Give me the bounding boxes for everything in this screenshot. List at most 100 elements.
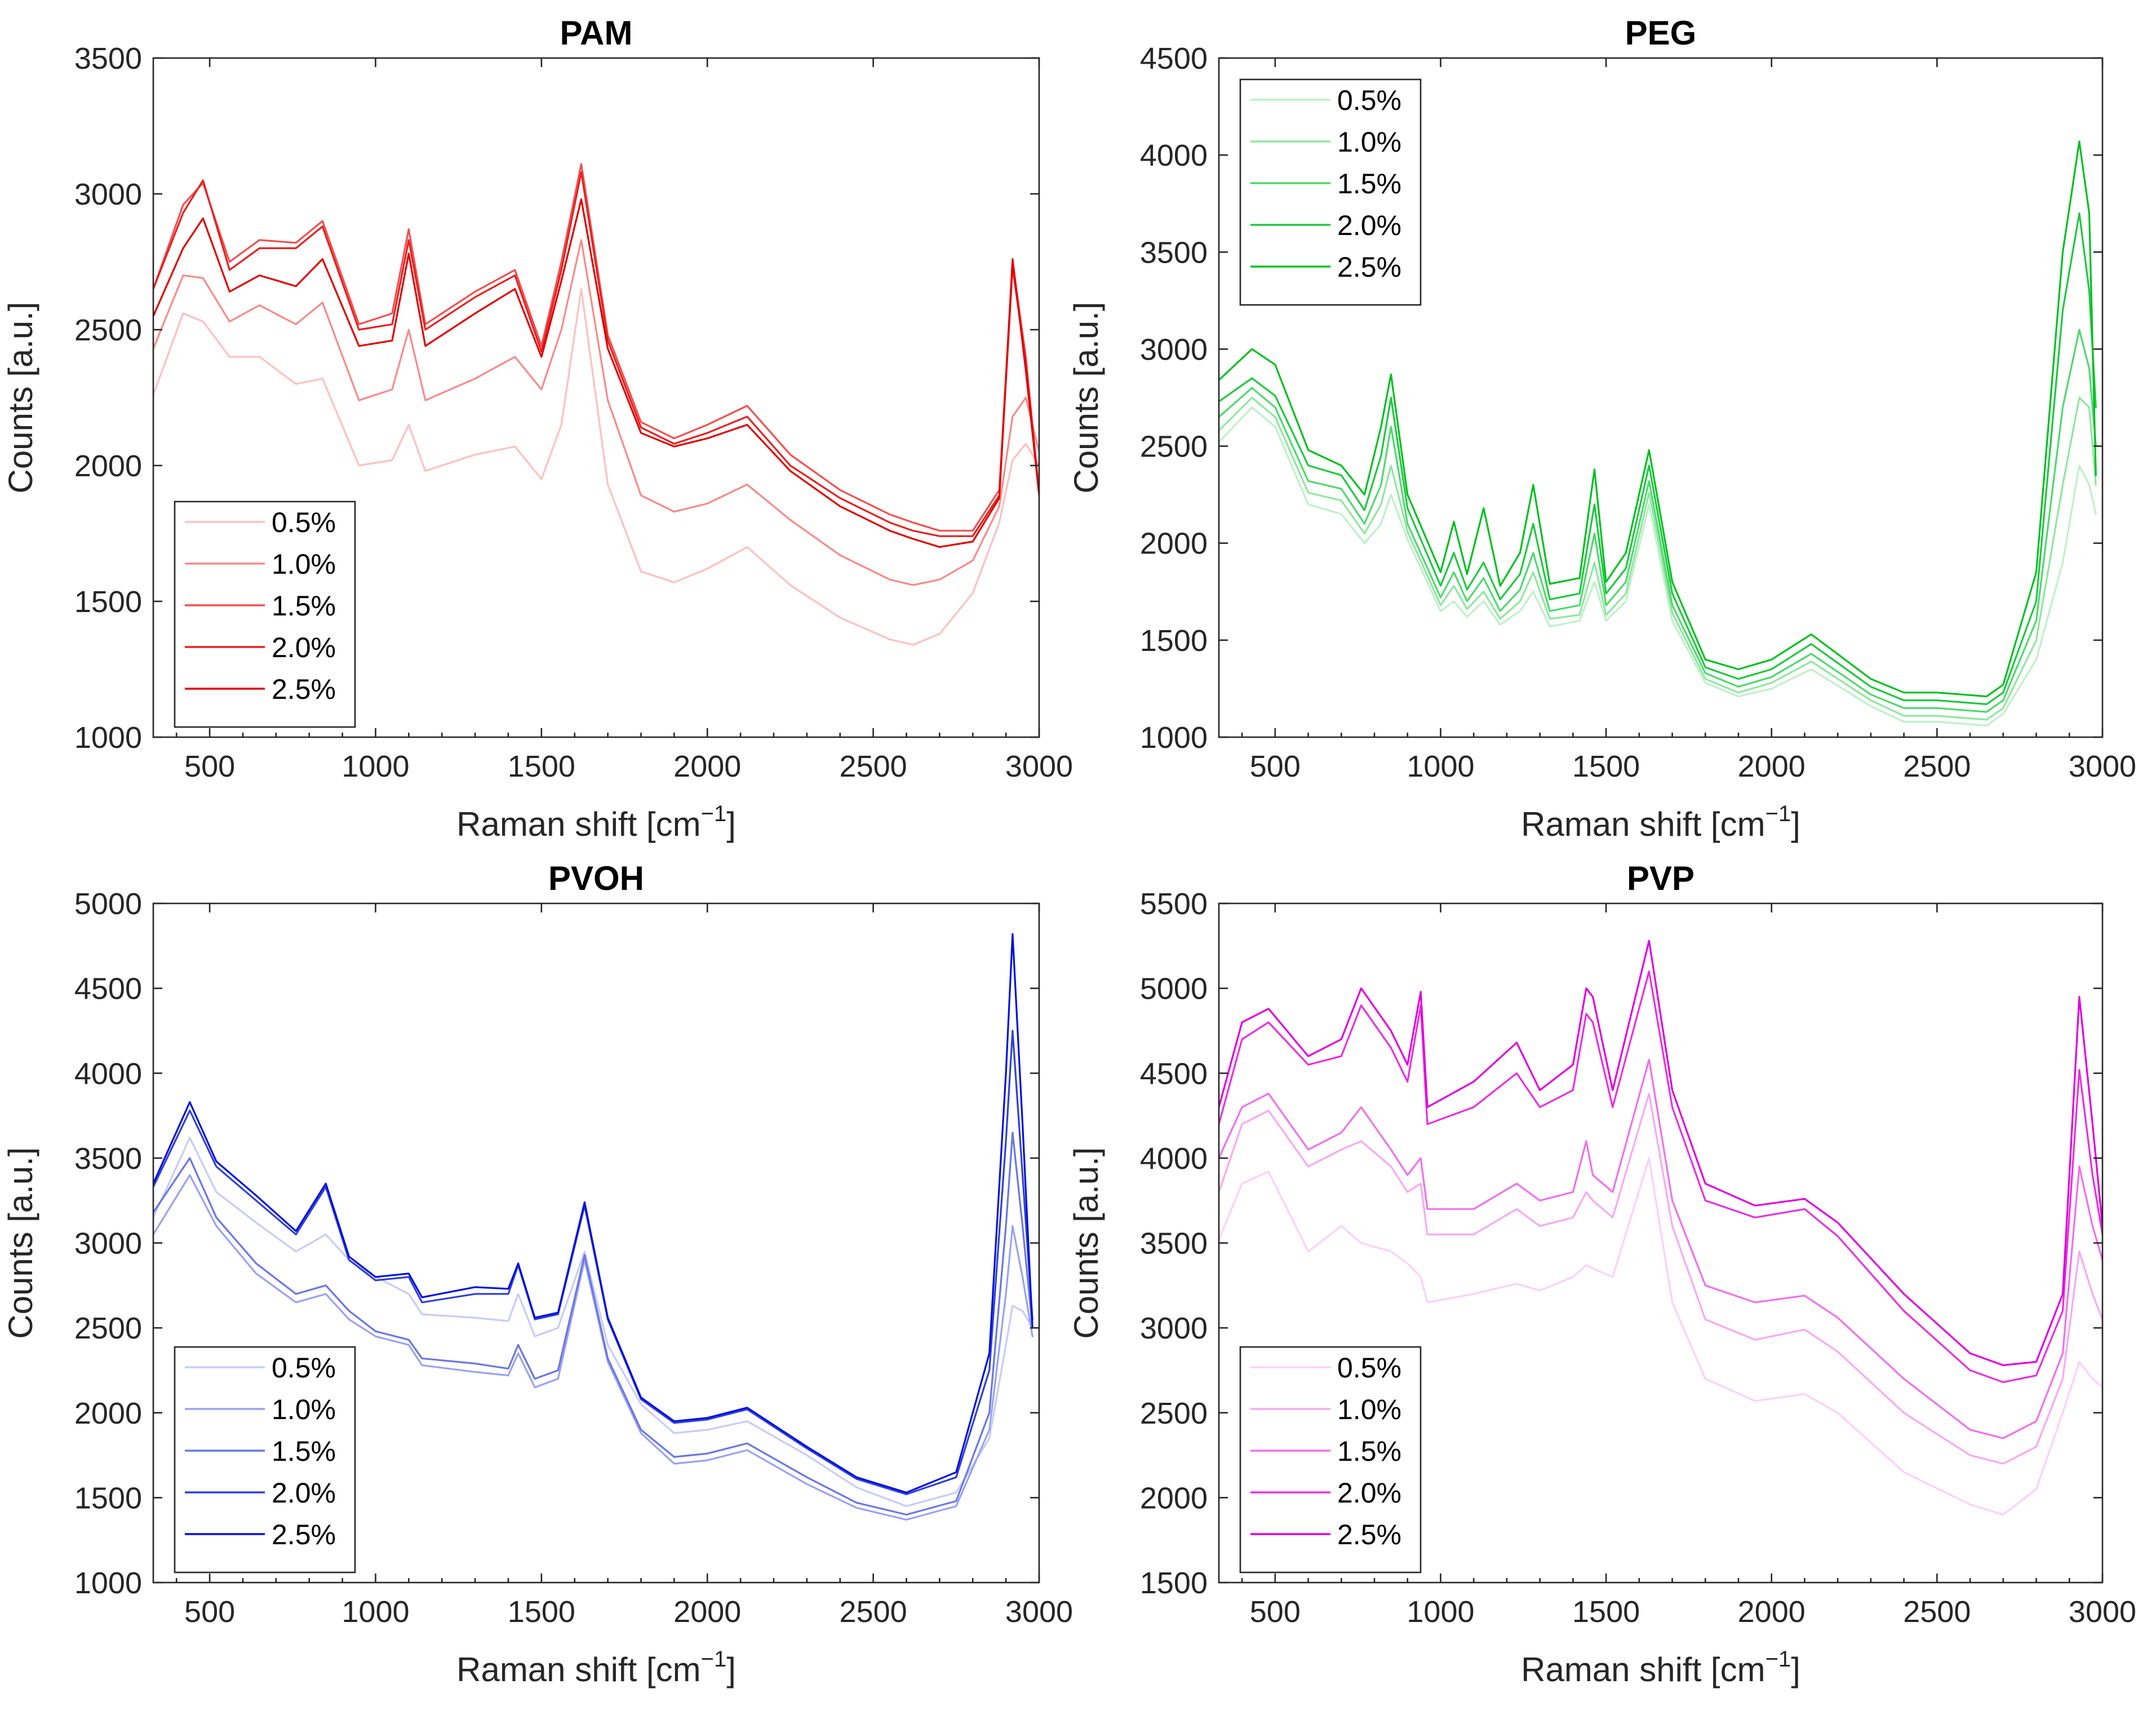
y-tick-label: 4500	[1140, 1057, 1208, 1091]
x-axis-label: Raman shift [cm−1]	[1521, 801, 1800, 843]
series-line-2-0	[153, 171, 1039, 537]
y-axis-label: Counts [a.u.]	[2, 1147, 39, 1339]
y-tick-label: 2000	[74, 1397, 142, 1430]
legend-label-0-5: 0.5%	[1337, 85, 1401, 116]
legend-label-1-0: 1.0%	[272, 1394, 336, 1425]
legend: 0.5% 1.0% 1.5% 2.0% 2.5%	[174, 500, 356, 728]
legend: 0.5% 1.0% 1.5% 2.0% 2.5%	[174, 1346, 356, 1574]
y-tick-label: 3000	[1140, 333, 1208, 366]
series-line-2-5	[153, 933, 1033, 1494]
series-line-2-0	[1219, 212, 2097, 706]
panel-peg: 500 1000 1500 2000 2500 3000 1000 1500 2000 2500 3…	[1067, 14, 2136, 843]
x-tick-label: 500	[184, 1595, 235, 1629]
y-tick-label: 2000	[74, 449, 142, 483]
y-axis-label: Counts [a.u.]	[1067, 1147, 1105, 1339]
x-tick-label: 500	[1250, 750, 1301, 783]
legend-label-0-5: 0.5%	[1337, 1352, 1401, 1384]
y-tick-label: 4500	[1140, 42, 1208, 76]
series-line-0-5	[153, 288, 1039, 646]
x-tick-label: 1000	[1407, 1595, 1474, 1629]
y-tick-label: 1000	[74, 1566, 142, 1600]
x-tick-label: 3000	[2069, 750, 2136, 783]
axes-frame	[1218, 57, 2104, 738]
x-tick-label: 1000	[341, 750, 409, 783]
series-line-0-5	[1219, 1157, 2102, 1516]
y-tick-label: 2500	[1140, 1397, 1208, 1430]
x-tick-label: 500	[1250, 1595, 1301, 1629]
panel-title: PVP	[1627, 859, 1694, 897]
axes-frame	[152, 57, 1040, 738]
y-tick-label: 4000	[1140, 139, 1208, 172]
x-tick-label: 2500	[840, 1595, 907, 1629]
x-tick-label: 2000	[673, 750, 741, 783]
x-tick-label: 1500	[508, 750, 575, 783]
legend-label-1-5: 1.5%	[272, 590, 336, 622]
series-line-2-5	[1219, 940, 2102, 1366]
panel-title: PAM	[560, 14, 633, 52]
x-tick-label: 2000	[673, 1595, 741, 1629]
y-tick-label: 2500	[74, 1311, 142, 1345]
y-axis-label: Counts [a.u.]	[2, 302, 39, 493]
series-line-2-0	[1219, 970, 2102, 1384]
y-tick-label: 3500	[1140, 1227, 1208, 1261]
panel-pvoh: 500 1000 1500 2000 2500 3000 1000 1500 2000 2500 3…	[2, 859, 1073, 1689]
series-line-0-5	[1219, 406, 2097, 726]
y-tick-label: 5000	[1140, 972, 1208, 1006]
y-tick-label: 4000	[1140, 1142, 1208, 1176]
panel-title: PEG	[1625, 14, 1697, 52]
series-group	[1219, 940, 2102, 1516]
series-group	[153, 163, 1039, 646]
x-tick-label: 3000	[1005, 750, 1073, 783]
series-line-2-5	[153, 198, 1039, 548]
panel-pam: 500 1000 1500 2000 2500 3000 1000 1500 2000 2500 3…	[2, 14, 1073, 843]
y-tick-label: 3000	[74, 178, 142, 211]
y-tick-label: 4500	[74, 972, 142, 1006]
y-tick-label: 3000	[1140, 1311, 1208, 1345]
legend-label-2-5: 2.5%	[272, 673, 336, 705]
legend-label-0-5: 0.5%	[272, 1352, 336, 1384]
x-tick-label: 3000	[1005, 1595, 1073, 1629]
legend-label-1-5: 1.5%	[272, 1435, 336, 1467]
series-group	[153, 933, 1033, 1521]
x-axis-label: Raman shift [cm−1]	[456, 1647, 736, 1689]
y-tick-label: 1500	[1140, 1566, 1208, 1600]
x-tick-label: 2500	[840, 750, 907, 783]
legend-label-1-0: 1.0%	[1337, 126, 1401, 158]
series-line-1-0	[153, 239, 1039, 586]
y-tick-label: 3500	[1140, 236, 1208, 269]
legend-label-0-5: 0.5%	[272, 507, 336, 538]
legend-label-1-0: 1.0%	[1337, 1394, 1401, 1425]
series-line-1-5	[153, 163, 1039, 532]
x-axis-label: Raman shift [cm−1]	[1521, 1647, 1800, 1689]
x-tick-label: 1000	[1407, 750, 1474, 783]
legend-label-2-0: 2.0%	[1337, 1477, 1401, 1509]
x-tick-label: 1500	[1572, 750, 1640, 783]
y-tick-label: 3000	[74, 1227, 142, 1261]
y-tick-label: 1500	[74, 1481, 142, 1515]
y-axis-label: Counts [a.u.]	[1067, 302, 1105, 493]
legend-label-2-0: 2.0%	[272, 632, 336, 663]
legend-label-2-5: 2.5%	[272, 1519, 336, 1550]
x-tick-label: 2000	[1738, 1595, 1805, 1629]
x-tick-label: 500	[184, 750, 235, 783]
legend-label-1-0: 1.0%	[272, 548, 336, 580]
x-tick-label: 2000	[1738, 750, 1805, 783]
y-tick-label: 1500	[1140, 624, 1208, 658]
panel-title: PVOH	[548, 859, 644, 897]
series-line-1-0	[153, 1174, 1033, 1521]
series-line-1-0	[1219, 396, 2097, 721]
y-tick-label: 5500	[1140, 887, 1208, 921]
y-tick-label: 4000	[74, 1057, 142, 1091]
legend-label-2-0: 2.0%	[272, 1477, 336, 1509]
legend: 0.5% 1.0% 1.5% 2.0% 2.5%	[1239, 1346, 1422, 1574]
y-tick-label: 2000	[1140, 1481, 1208, 1515]
legend: 0.5% 1.0% 1.5% 2.0% 2.5%	[1239, 78, 1422, 306]
x-tick-label: 1500	[508, 1595, 575, 1629]
y-tick-label: 1000	[74, 721, 142, 755]
series-line-1-5	[153, 1132, 1033, 1516]
x-axis-label: Raman shift [cm−1]	[456, 801, 736, 843]
y-tick-label: 2500	[74, 313, 142, 347]
legend-label-2-5: 2.5%	[1337, 251, 1401, 283]
series-line-1-0	[1219, 1092, 2102, 1465]
